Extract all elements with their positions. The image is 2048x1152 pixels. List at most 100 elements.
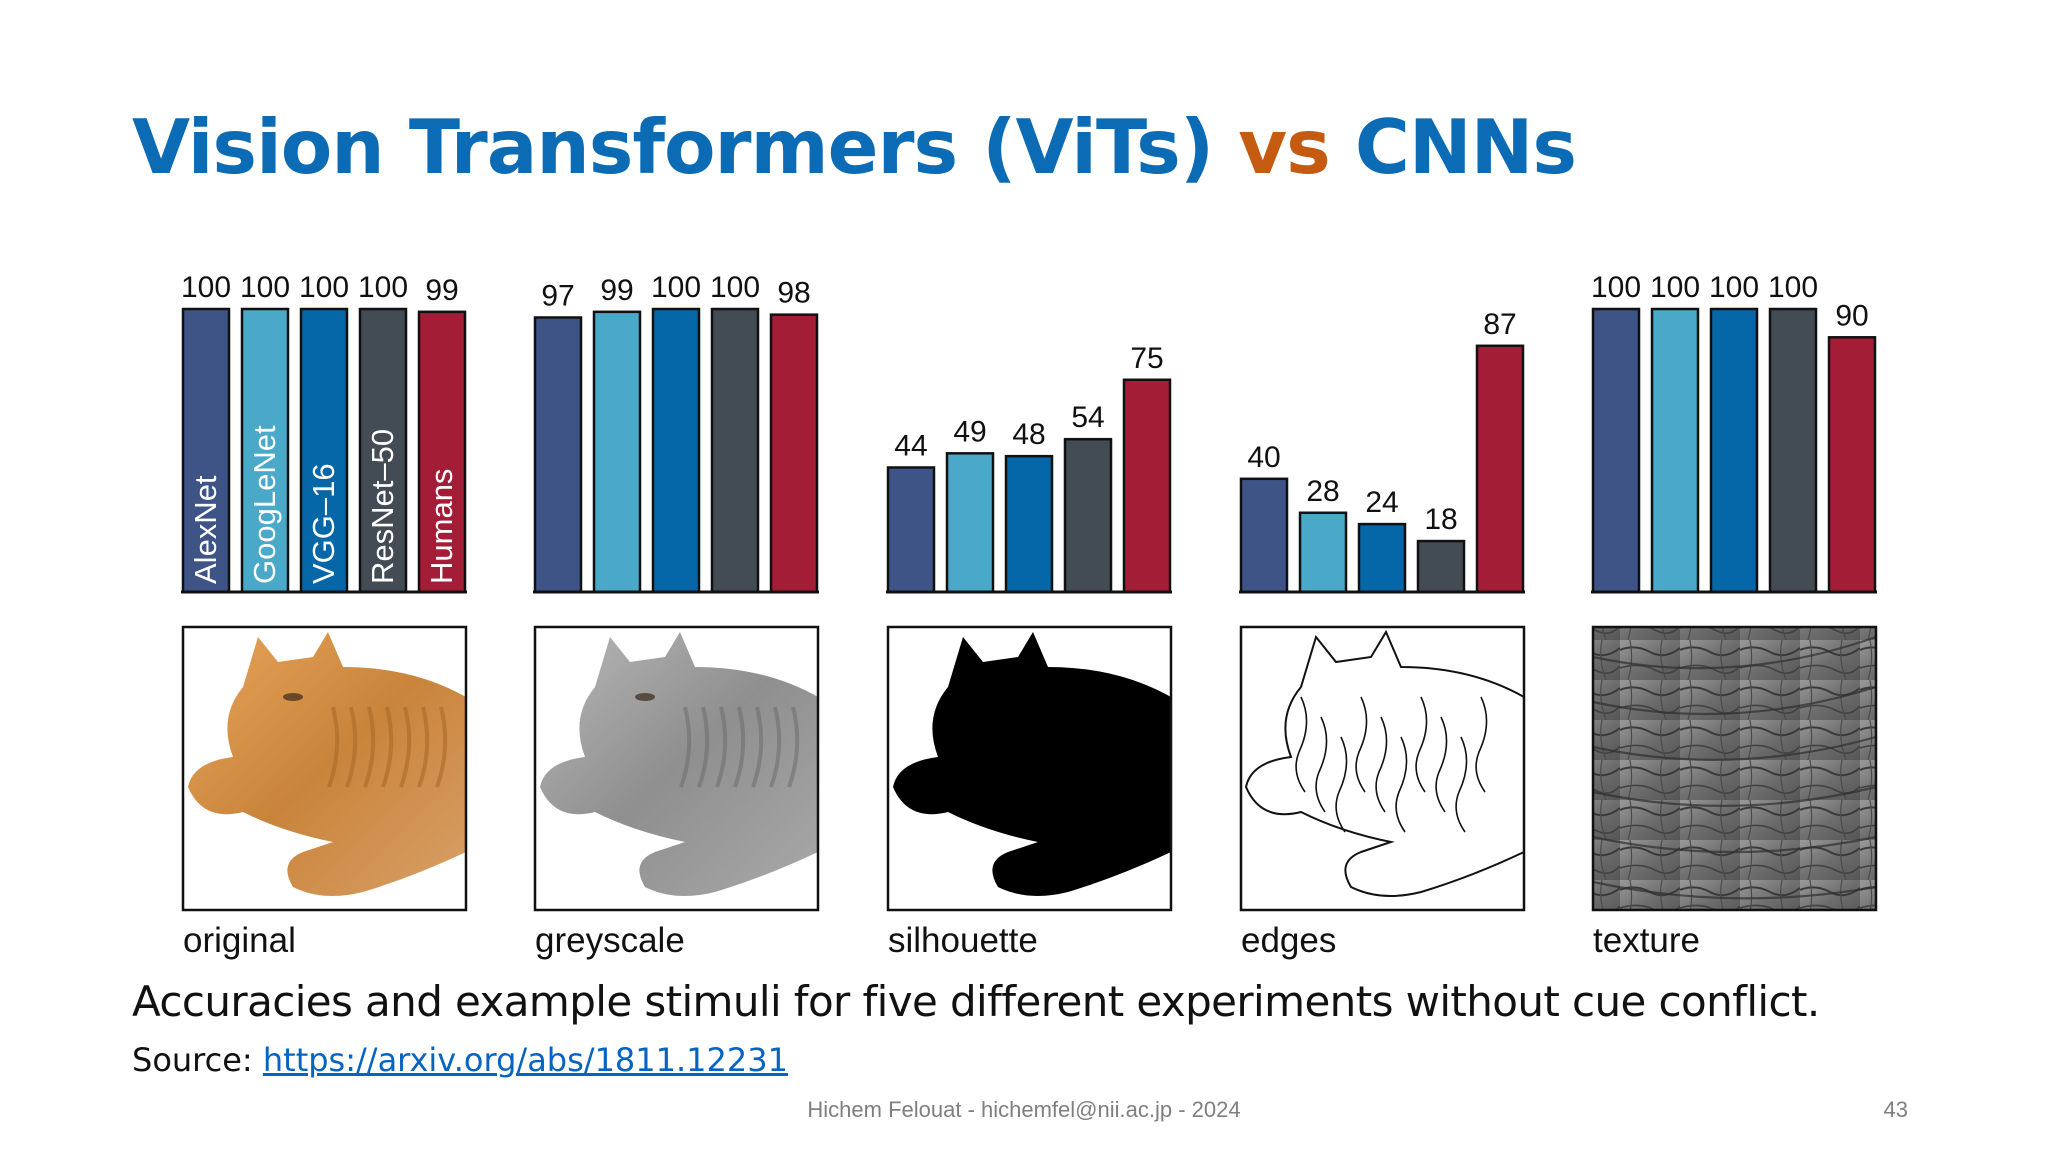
bar-greyscale-1: [592, 310, 642, 594]
value-label-edges-0: 40: [1247, 441, 1280, 474]
bar-silhouette-2: [1004, 454, 1054, 594]
panel-label-silhouette: silhouette: [888, 921, 1038, 960]
bar-greyscale-4: [769, 313, 819, 594]
fur-stripe-original-1: [345, 706, 358, 788]
bar-original-0: [181, 307, 231, 594]
stimulus-image-texture: [1591, 625, 1878, 912]
series-label-1: GoogLeNet: [247, 425, 282, 584]
panel-label-original: original: [183, 921, 296, 960]
stimulus-frame-original: [181, 625, 468, 912]
stimulus-frame-silhouette: [886, 625, 1173, 912]
stimulus-frame-edges: [1239, 625, 1526, 912]
value-label-silhouette-1: 49: [953, 415, 986, 448]
series-label-3: ResNet–50: [365, 429, 400, 584]
source-link[interactable]: https://arxiv.org/abs/1811.12231: [262, 1041, 788, 1079]
value-label-texture-0: 100: [1591, 271, 1641, 304]
bar-texture-3: [1768, 307, 1818, 594]
edge-stroke-2: [1335, 736, 1348, 833]
texture-fold-3: [1592, 785, 1877, 807]
value-label-greyscale-3: 100: [710, 271, 760, 304]
panel-label-texture: texture: [1593, 921, 1700, 960]
figure-caption: Accuracies and example stimuli for five …: [132, 977, 1820, 1026]
panel-label-edges: edges: [1241, 921, 1336, 960]
texture-fold-5: [1592, 880, 1877, 900]
bar-texture-0: [1591, 307, 1641, 594]
value-label-greyscale-4: 98: [777, 277, 810, 310]
edge-stroke-9: [1475, 696, 1488, 793]
series-label-4: Humans: [424, 469, 459, 584]
cat-silhouette: [893, 632, 1171, 896]
cat-eye-greyscale: [635, 693, 655, 701]
value-label-edges-1: 28: [1306, 475, 1339, 508]
fur-stripe-original-4: [399, 706, 412, 788]
title-main: Vision Transformers (ViTs): [132, 103, 1239, 191]
bar-texture-2: [1709, 307, 1759, 594]
value-label-texture-3: 100: [1768, 271, 1818, 304]
bar-edges-1: [1298, 511, 1348, 594]
bar-original-2: [299, 307, 349, 594]
bar-greyscale-2: [651, 307, 701, 594]
fur-stripe-greyscale-4: [751, 706, 764, 788]
texture-fold-0: [1592, 635, 1877, 670]
panel-original: 100 AlexNet 100 GoogLeNet 100 VGG–16 100 ResNet…: [181, 271, 468, 960]
cat-body-original: [188, 632, 466, 896]
fur-stripe-greyscale-0: [679, 706, 692, 788]
stimulus-image-greyscale: [533, 625, 820, 912]
cat-body-greyscale: [540, 632, 818, 896]
value-label-silhouette-3: 54: [1071, 401, 1104, 434]
stimulus-frame-texture: [1591, 625, 1878, 912]
value-label-silhouette-4: 75: [1130, 342, 1163, 375]
stimulus-image-silhouette: [886, 625, 1173, 912]
source-line: Source: https://arxiv.org/abs/1811.12231: [132, 1040, 788, 1080]
series-label-2: VGG–16: [306, 463, 341, 584]
stimulus-frame-greyscale: [533, 625, 820, 912]
edge-stroke-1: [1315, 716, 1328, 813]
value-label-edges-3: 18: [1424, 503, 1457, 536]
fur-stripe-original-6: [435, 706, 448, 788]
bar-edges-3: [1416, 539, 1466, 594]
stimulus-bg-edges: [1241, 627, 1524, 910]
value-label-original-4: 99: [425, 274, 458, 307]
title-vs: vs: [1238, 103, 1331, 191]
bar-greyscale-3: [710, 307, 760, 594]
value-label-original-1: 100: [240, 271, 290, 304]
fur-stripe-greyscale-1: [697, 706, 710, 788]
texture-fold-2: [1592, 735, 1877, 761]
edge-stroke-0: [1295, 696, 1308, 793]
elephant-texture: [1593, 627, 1876, 910]
stimulus-image-original: [181, 625, 468, 912]
panel-texture: 100 100 100 100 90 texture: [1591, 271, 1878, 960]
edge-stroke-5: [1395, 736, 1408, 833]
value-label-original-0: 100: [181, 271, 231, 304]
bar-texture-1: [1650, 307, 1700, 594]
panel-label-greyscale: greyscale: [535, 921, 685, 960]
value-label-greyscale-1: 99: [600, 274, 633, 307]
edge-stroke-7: [1435, 716, 1448, 813]
panel-edges: 40 28 24 18 87 edges: [1239, 308, 1526, 960]
edge-stroke-8: [1455, 736, 1468, 833]
bar-silhouette-0: [886, 466, 936, 594]
bar-edges-0: [1239, 477, 1289, 594]
texture-fold-1: [1592, 685, 1877, 716]
value-label-original-2: 100: [299, 271, 349, 304]
fur-stripe-original-2: [363, 706, 376, 788]
value-label-texture-4: 90: [1835, 299, 1868, 332]
value-label-silhouette-2: 48: [1012, 418, 1045, 451]
bar-original-4: [417, 310, 467, 594]
fur-stripe-original-0: [327, 706, 340, 788]
fur-stripe-original-5: [417, 706, 430, 788]
value-label-texture-2: 100: [1709, 271, 1759, 304]
texture-fold-4: [1592, 835, 1877, 854]
value-label-silhouette-0: 44: [894, 429, 927, 462]
page-number: 43: [1883, 1097, 1908, 1122]
bar-texture-4: [1827, 336, 1877, 594]
bar-edges-2: [1357, 522, 1407, 594]
stimulus-image-edges: [1239, 625, 1526, 912]
edge-stroke-4: [1375, 716, 1388, 813]
fur-stripe-greyscale-2: [715, 706, 728, 788]
value-label-edges-2: 24: [1365, 486, 1398, 519]
value-label-original-3: 100: [358, 271, 408, 304]
bar-original-1: [240, 307, 290, 594]
bar-silhouette-1: [945, 452, 995, 594]
